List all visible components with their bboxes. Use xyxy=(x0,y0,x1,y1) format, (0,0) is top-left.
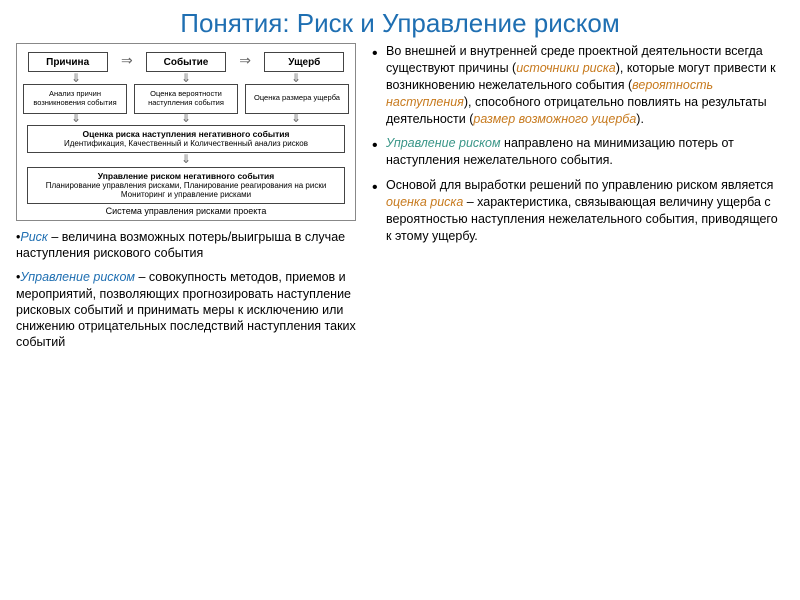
page-title: Понятия: Риск и Управление риском xyxy=(0,0,800,43)
risk-diagram: Причина ⇒ Событие ⇒ Ущерб ⇓ ⇓ ⇓ Анализ п… xyxy=(16,43,356,221)
arrow-down-icon: ⇓ xyxy=(181,114,191,124)
arrow-down-icon: ⇓ xyxy=(181,74,191,84)
arrow-down-icon: ⇓ xyxy=(71,74,81,84)
arrow-right-icon: ⇒ xyxy=(239,52,251,72)
highlight-management: Управление риском xyxy=(386,136,501,150)
node-risk-management: Управление риском негативного события Пл… xyxy=(27,167,345,204)
wide-node-sub: Идентификация, Качественный и Количестве… xyxy=(64,139,308,149)
term-management: Управление риском xyxy=(20,270,135,284)
node-risk-assessment: Оценка риска наступления негативного соб… xyxy=(27,125,345,153)
content-row: Причина ⇒ Событие ⇒ Ущерб ⇓ ⇓ ⇓ Анализ п… xyxy=(0,43,800,359)
diagram-mid-row: Анализ причин возникновения события Оцен… xyxy=(21,84,351,114)
bullet-text: Основой для выработки решений по управле… xyxy=(386,178,773,192)
wide-node-sub: Планирование управления рисками, Планиро… xyxy=(34,181,338,200)
highlight-damage: размер возможного ущерба xyxy=(473,112,636,126)
list-item: Управление риском направлено на минимиза… xyxy=(370,135,780,169)
wide-node-title: Управление риском негативного события xyxy=(34,171,338,181)
arrows-down-row: ⇓ ⇓ ⇓ xyxy=(21,74,351,84)
bullet-list: Во внешней и внутренней среде проектной … xyxy=(370,43,780,245)
diagram-caption: Система управления рисками проекта xyxy=(21,206,351,216)
arrow-down-icon: ⇓ xyxy=(291,74,301,84)
node-probability: Оценка вероятности наступления события xyxy=(134,84,238,114)
arrow-right-icon: ⇒ xyxy=(121,52,133,72)
node-damage-size: Оценка размера ущерба xyxy=(245,84,349,114)
definition-risk-body: – величина возможных потерь/выигрыша в с… xyxy=(16,230,345,260)
bullet-text: ). xyxy=(636,112,644,126)
highlight-assessment: оценка риска xyxy=(386,195,463,209)
right-column: Во внешней и внутренней среде проектной … xyxy=(370,43,780,359)
left-column: Причина ⇒ Событие ⇒ Ущерб ⇓ ⇓ ⇓ Анализ п… xyxy=(16,43,356,359)
arrow-down-icon: ⇓ xyxy=(21,155,351,165)
node-damage: Ущерб xyxy=(264,52,344,72)
term-risk: Риск xyxy=(20,230,47,244)
list-item: Основой для выработки решений по управле… xyxy=(370,177,780,245)
node-analysis: Анализ причин возникновения события xyxy=(23,84,127,114)
arrow-down-icon: ⇓ xyxy=(291,114,301,124)
node-cause: Причина xyxy=(28,52,108,72)
arrows-down-row: ⇓ ⇓ ⇓ xyxy=(21,114,351,124)
node-event: Событие xyxy=(146,52,226,72)
definition-management: •Управление риском – совокупность методо… xyxy=(16,269,356,350)
list-item: Во внешней и внутренней среде проектной … xyxy=(370,43,780,127)
definition-risk: •Риск – величина возможных потерь/выигры… xyxy=(16,229,356,262)
arrow-down-icon: ⇓ xyxy=(71,114,81,124)
diagram-top-row: Причина ⇒ Событие ⇒ Ущерб xyxy=(21,52,351,72)
highlight-sources: источники риска xyxy=(516,61,616,75)
wide-node-title: Оценка риска наступления негативного соб… xyxy=(64,129,308,139)
